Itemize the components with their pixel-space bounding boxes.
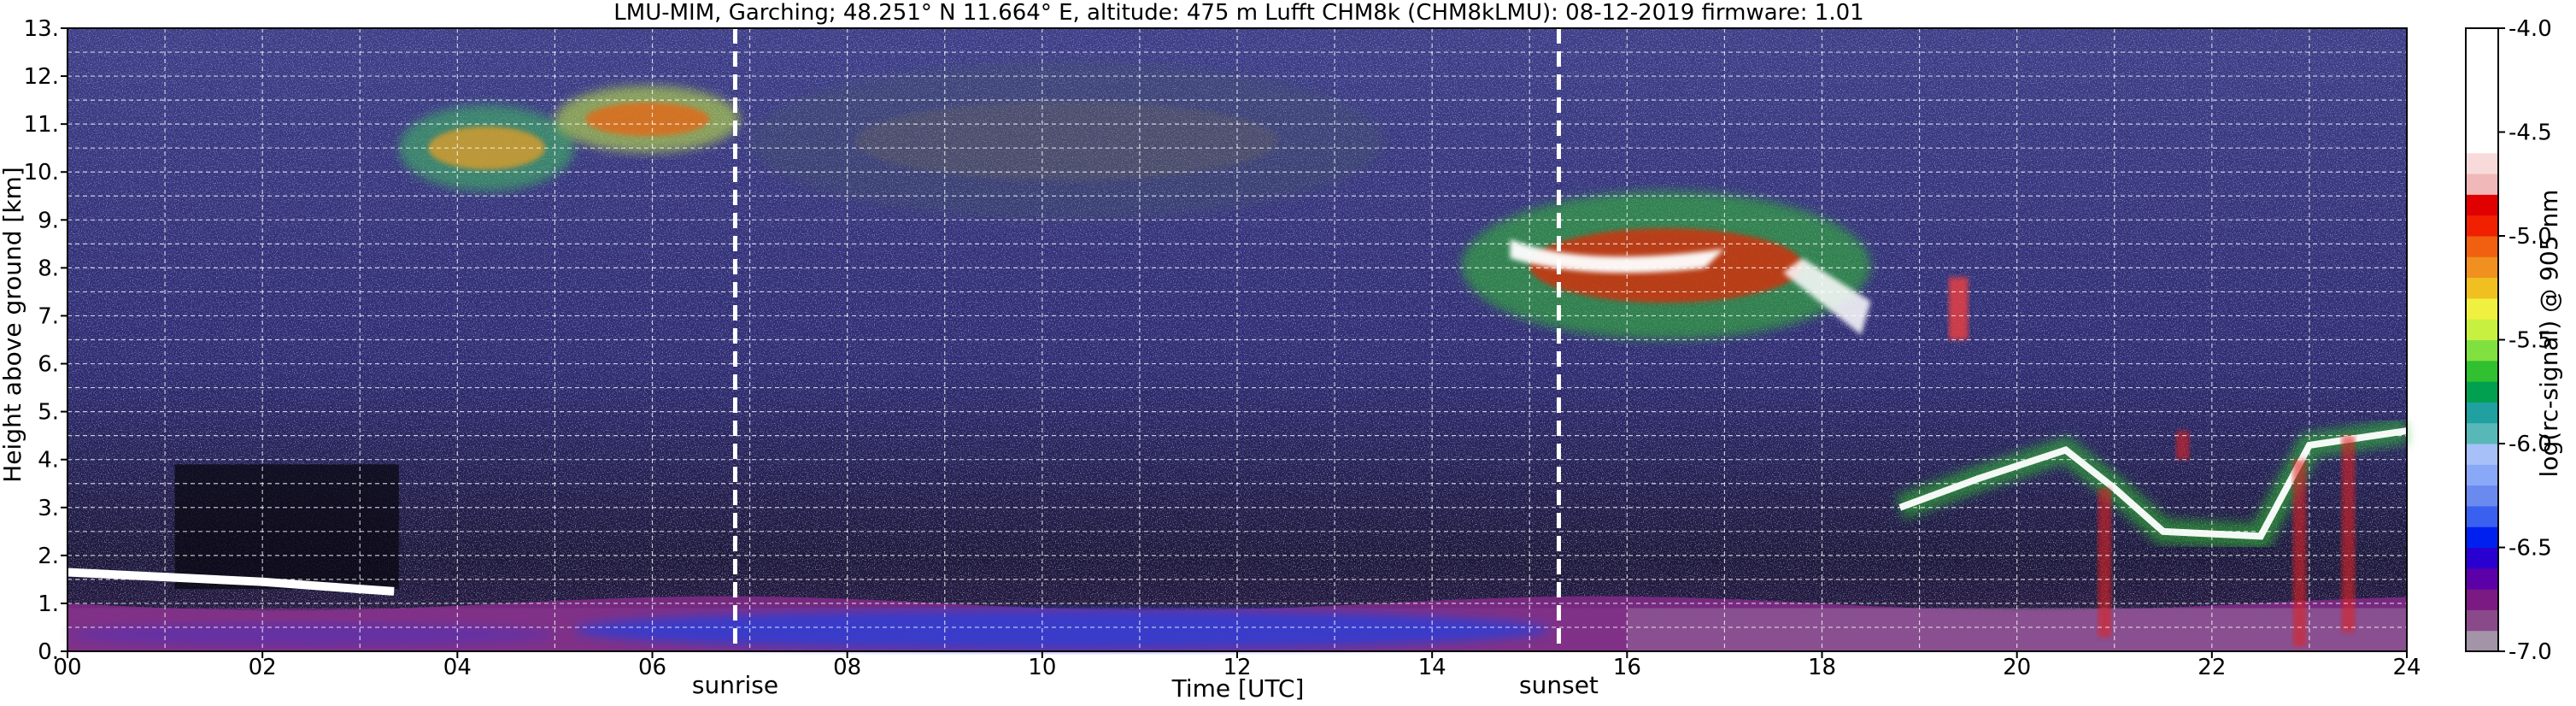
annotation-label: sunset <box>1519 671 1599 699</box>
colorbar-segment <box>2466 630 2498 652</box>
colorbar-tick-label: -5.0 <box>2509 224 2552 250</box>
x-axis-label: Time [UTC] <box>1171 674 1305 703</box>
cloud-base-line <box>67 568 395 596</box>
y-tick-label: 3. <box>38 496 59 521</box>
axes: 00 02 04 06 08 10 12 14 16 18 20 22 24 0. 1. 2. 3. 4. 5. 6.… <box>24 16 2421 680</box>
colorbar: -4.0 -4.5 -5.0 -5.5 -6.0 -6.5 -7.0 <box>2465 16 2552 665</box>
colorbar-segment <box>2466 505 2498 527</box>
x-tick-label: 04 <box>443 655 472 680</box>
x-tick-label: 10 <box>1028 655 1056 680</box>
boundary-layer-blue-2 <box>67 622 555 647</box>
x-tick-label: 12 <box>1223 655 1251 680</box>
colorbar-segment <box>2466 277 2498 299</box>
colorbar-tick-label: -5.5 <box>2509 328 2552 354</box>
y-tick-label: 6. <box>38 352 59 378</box>
colorbar-segment <box>2466 464 2498 486</box>
colorbar-segment <box>2466 319 2498 340</box>
colorbar-tick-label: -6.0 <box>2509 432 2552 457</box>
y-tick-label: 7. <box>38 303 59 329</box>
y-tick-label: 13. <box>24 16 59 42</box>
colorbar-segment <box>2466 69 2498 91</box>
colorbar-segment <box>2466 111 2498 132</box>
colorbar-segment <box>2466 360 2498 382</box>
x-tick-label: 24 <box>2392 655 2421 680</box>
y-tick-label: 11. <box>24 112 59 138</box>
colorbar-segment <box>2466 339 2498 362</box>
x-tick-label: 06 <box>638 655 666 680</box>
colorbar-segment <box>2466 547 2498 569</box>
colorbar-segment <box>2466 527 2498 548</box>
precip-streak <box>2175 431 2190 460</box>
cloud-core <box>855 101 1278 181</box>
cloud-streak <box>1948 277 1969 340</box>
precip-streak <box>2292 459 2307 647</box>
x-tick-label: 00 <box>53 655 81 680</box>
chart-title: LMU-MIM, Garching; 48.251° N 11.664° E, … <box>613 0 1863 26</box>
x-tick-label: 08 <box>833 655 861 680</box>
colorbar-segment <box>2466 236 2498 257</box>
x-tick-label: 22 <box>2198 655 2226 680</box>
y-tick-label: 5. <box>38 400 59 426</box>
colorbar-segment <box>2466 194 2498 216</box>
x-tick-label: 18 <box>1808 655 1836 680</box>
y-tick-label: 0. <box>38 639 59 665</box>
colorbar-segment <box>2466 28 2498 50</box>
colorbar-segment <box>2466 568 2498 590</box>
colorbar-segment <box>2466 402 2498 424</box>
colorbar-segment <box>2466 381 2498 403</box>
precip-streak <box>2098 488 2112 638</box>
colorbar-tick-label: -4.5 <box>2509 121 2552 146</box>
dark-patch <box>174 464 399 590</box>
colorbar-tick-label: -7.0 <box>2509 639 2552 665</box>
cirrus-tail <box>1782 258 1871 335</box>
colorbar-segment <box>2466 215 2498 237</box>
colorbar-segment <box>2466 297 2498 320</box>
colorbar-segment <box>2466 152 2498 174</box>
y-tick-label: 4. <box>38 448 59 474</box>
y-tick-label: 12. <box>24 64 59 90</box>
annotations: sunrise sunset <box>692 28 1599 699</box>
y-tick-label: 10. <box>24 160 59 185</box>
y-tick-label: 9. <box>38 208 59 233</box>
colorbar-segment <box>2466 422 2498 444</box>
colorbar-tick-label: -4.0 <box>2509 16 2552 42</box>
x-tick-label: 16 <box>1613 655 1641 680</box>
y-axis-label: Height above ground [km] <box>0 167 26 483</box>
colorbar-segment <box>2466 485 2498 507</box>
x-tick-label: 20 <box>2003 655 2031 680</box>
colorbar-segment <box>2466 132 2498 154</box>
cloud-core <box>585 102 710 137</box>
boundary-layer-blue <box>574 609 1550 650</box>
colorbar-label: log(rc-signal) @ 905 nm <box>2535 190 2563 478</box>
cirrus-bright-core <box>1510 238 1725 274</box>
y-tick-label: 2. <box>38 544 59 569</box>
x-tick-label: 02 <box>249 655 277 680</box>
colorbar-segment <box>2466 444 2498 465</box>
x-tick-label: 14 <box>1418 655 1446 680</box>
precip-streak <box>2341 435 2356 632</box>
colorbar-tick-label: -6.5 <box>2509 536 2552 562</box>
colorbar-segment <box>2466 90 2498 112</box>
y-tick-label: 1. <box>38 591 59 617</box>
y-tick-label: 8. <box>38 256 59 281</box>
colorbar-segment <box>2466 589 2498 610</box>
colorbar-segment <box>2466 256 2498 279</box>
colorbar-segment <box>2466 609 2498 632</box>
annotation-label: sunrise <box>692 671 778 699</box>
colorbar-segment <box>2466 174 2498 195</box>
colorbar-segment <box>2466 49 2498 71</box>
